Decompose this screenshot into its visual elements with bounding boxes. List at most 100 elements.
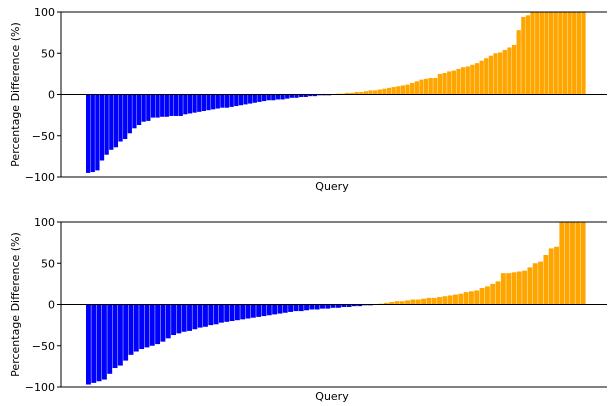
bar-series (86, 12, 586, 173)
bar (123, 95, 127, 140)
bar (368, 90, 372, 94)
bar (512, 272, 517, 304)
bar (475, 63, 479, 94)
bar (416, 300, 421, 305)
bar (230, 305, 235, 322)
bar (107, 305, 112, 374)
bar (234, 95, 238, 107)
bar (160, 95, 164, 117)
bar (474, 290, 479, 304)
bar (421, 299, 426, 305)
bar (540, 12, 544, 95)
bar (438, 74, 442, 95)
bar (581, 12, 585, 95)
bar (456, 69, 460, 95)
bar (309, 305, 314, 310)
bar (538, 262, 543, 305)
bar (129, 305, 134, 355)
bar (171, 305, 176, 336)
bar (373, 90, 377, 94)
bar (198, 305, 203, 328)
bar (410, 300, 415, 305)
bar (91, 95, 95, 173)
bar (554, 12, 558, 95)
bar (183, 95, 187, 115)
bar (466, 66, 470, 94)
bar (452, 71, 456, 95)
bar (105, 95, 109, 155)
bar (187, 305, 192, 331)
bar (480, 288, 485, 305)
bar (577, 12, 581, 95)
bar (150, 305, 155, 346)
bar (283, 305, 288, 313)
bar (202, 95, 206, 112)
bar (453, 295, 458, 305)
bar (197, 95, 201, 112)
bar (169, 95, 173, 116)
bar (563, 12, 567, 95)
bar (480, 61, 484, 95)
bar (535, 12, 539, 95)
bar (558, 12, 562, 95)
bar (220, 95, 224, 108)
bar (203, 305, 208, 327)
bar (132, 95, 136, 129)
bar (134, 305, 139, 352)
y-tick-label: 0 (48, 89, 55, 102)
bar (496, 281, 501, 304)
bar (575, 222, 580, 305)
bar (100, 95, 104, 161)
bar (527, 267, 532, 304)
bar (174, 95, 178, 116)
bar (299, 305, 304, 312)
bar (248, 95, 252, 104)
bar (433, 78, 437, 95)
bar (432, 298, 437, 305)
bar (225, 95, 229, 108)
bar (489, 56, 493, 95)
y-tick-label: −100 (25, 381, 55, 394)
bar-series (86, 222, 586, 385)
bar (506, 273, 511, 304)
x-axis-label: Query (315, 390, 349, 402)
bar (277, 305, 282, 314)
y-tick-label: −100 (25, 171, 55, 184)
bar (230, 95, 234, 107)
bar (490, 284, 495, 305)
bar (97, 305, 102, 382)
bar (146, 95, 150, 121)
bar (501, 273, 506, 304)
bar (565, 222, 570, 305)
y-axis-label: Percentage Difference (%) (9, 22, 22, 167)
y-tick-label: −50 (32, 130, 55, 143)
bar (192, 305, 197, 330)
bar (214, 305, 219, 325)
bar (219, 305, 224, 323)
bar (378, 90, 382, 95)
bar (325, 305, 330, 309)
bar (315, 305, 320, 310)
bar (293, 305, 298, 312)
bar (485, 286, 490, 304)
bar (155, 305, 160, 345)
bar (507, 47, 511, 94)
bar (521, 17, 525, 95)
bar (267, 305, 272, 316)
y-tick-label: 100 (34, 216, 55, 229)
bar (581, 222, 586, 305)
bar (533, 263, 538, 304)
bar (211, 95, 215, 110)
bar (437, 297, 442, 304)
bar (239, 95, 243, 106)
bar (549, 248, 554, 304)
bar (559, 222, 564, 305)
bar (253, 95, 257, 103)
bar (256, 305, 261, 317)
bar (113, 305, 118, 369)
bar (246, 305, 251, 319)
bar (526, 15, 530, 94)
bar (458, 294, 463, 305)
bar (118, 305, 123, 366)
